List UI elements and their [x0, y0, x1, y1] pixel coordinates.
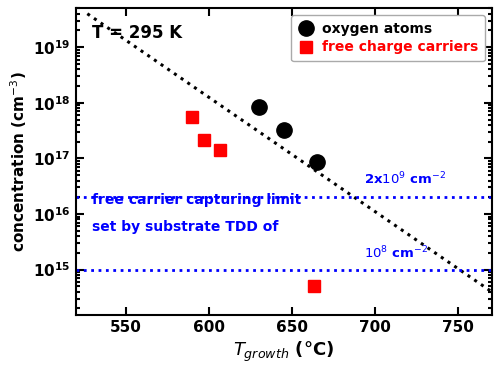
Text: 2x$10^{9}$ cm$^{-2}$: 2x$10^{9}$ cm$^{-2}$	[364, 171, 446, 187]
oxygen atoms	[314, 160, 320, 164]
oxygen atoms	[256, 105, 262, 109]
free charge carriers	[189, 115, 195, 119]
X-axis label: $T_{growth}$ (°C): $T_{growth}$ (°C)	[233, 340, 334, 364]
free charge carriers	[201, 138, 207, 143]
Line: oxygen atoms: oxygen atoms	[251, 99, 324, 170]
Line: free charge carriers: free charge carriers	[186, 112, 319, 292]
Legend: oxygen atoms, free charge carriers: oxygen atoms, free charge carriers	[291, 15, 484, 61]
Text: free carrier capturing limit: free carrier capturing limit	[92, 193, 302, 206]
Y-axis label: concentration (cm$^{-3}$): concentration (cm$^{-3}$)	[8, 71, 29, 252]
oxygen atoms	[280, 128, 286, 132]
free charge carriers	[218, 148, 224, 153]
Text: $10^{8}$ cm$^{-2}$: $10^{8}$ cm$^{-2}$	[364, 245, 428, 262]
Text: set by substrate TDD of: set by substrate TDD of	[92, 220, 278, 234]
free charge carriers	[310, 284, 316, 289]
Text: T = 295 K: T = 295 K	[92, 24, 182, 42]
